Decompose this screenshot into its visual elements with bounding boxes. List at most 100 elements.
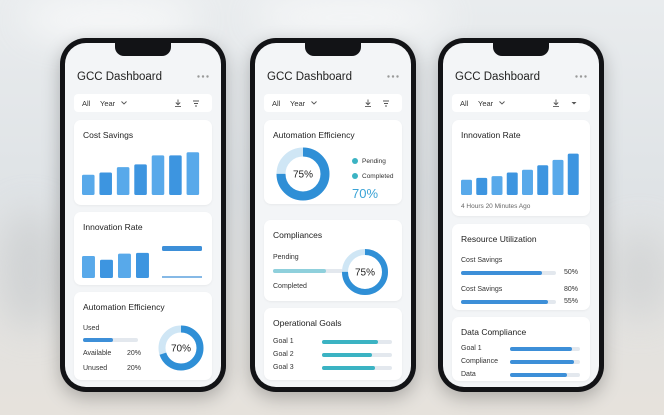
card: Data Compliance Goal 1 Compliance Data [452,317,590,381]
bg-light [250,0,450,35]
donut-arc [342,249,388,295]
donut: 75% [276,147,330,201]
goal-label: Goal 2 [273,351,294,358]
filter-all[interactable]: All [82,99,91,108]
progress-track [461,300,556,304]
bar [82,174,95,195]
card-title: Cost Savings [83,130,134,140]
phone: GCC Dashboard All Year Innovation Rate 4… [438,38,604,392]
bar [522,169,533,195]
card-title: Innovation Rate [83,222,143,232]
progress [510,347,572,351]
row-value: 55% [564,298,579,305]
row-value: 50% [564,269,579,276]
filter-all[interactable]: All [272,99,281,108]
filter-period[interactable]: Year [478,99,494,108]
progress [322,340,378,344]
download-icon[interactable] [552,99,560,107]
chevron [121,101,127,105]
row-label: Unused [83,365,108,372]
deco-lines [162,246,202,278]
donut-label: 70% [171,344,191,355]
legend-label: Completed [362,173,394,180]
filter-all[interactable]: All [460,99,469,108]
bar [506,172,518,195]
sort-icon[interactable] [192,99,200,107]
download-icon[interactable] [364,99,372,107]
donut-label: 75% [355,268,375,279]
donut-arc [158,325,204,371]
progress-track [510,360,580,364]
row-value: 20% [127,350,142,357]
bar [476,177,488,195]
progress-track [322,340,392,344]
bar [567,153,579,195]
bar [186,152,200,195]
row-label: Pending [273,254,299,261]
progress [461,271,542,275]
donut-arc [276,147,330,201]
donut-label: 75% [293,170,313,181]
dropdown-icon[interactable] [570,99,578,107]
card: Automation Efficiency 75% Pending Comple… [264,120,402,204]
menu-icon[interactable] [575,75,587,78]
row-label: Available [83,350,112,357]
row-label: Cost Savings [461,257,503,264]
goal-label: Goal 3 [273,364,294,371]
menu-icon[interactable] [387,75,399,78]
download-icon[interactable] [174,99,182,107]
progress-track [322,353,392,357]
bar [169,155,182,195]
notch [115,43,171,56]
progress [510,360,575,364]
card-title: Innovation Rate [461,130,521,140]
menu-icon[interactable] [197,75,209,78]
bg-chair [610,230,664,320]
progress [461,300,549,304]
bar [134,164,147,195]
bar [491,176,503,195]
row-label: Used [83,325,100,332]
card-title: Compliances [273,230,323,240]
card: Innovation Rate [74,212,212,285]
phone: GCC Dashboard All Year Automation Effici… [250,38,416,392]
row-label: Completed [273,283,307,290]
bar [118,253,131,278]
bar [151,155,165,195]
bar [100,259,113,278]
notch [305,43,361,56]
bg-chair [0,210,60,330]
goal-label: Compliance [461,358,498,365]
filter-bar: All Year [264,94,402,112]
bar [82,255,95,278]
bar [116,167,130,195]
row-value: 20% [127,365,142,372]
card-title: Automation Efficiency [83,302,165,312]
donut: 75% [342,249,388,295]
filter-bar: All Year [452,94,590,112]
card-title: Automation Efficiency [273,130,355,140]
sort-icon[interactable] [382,99,390,107]
progress-track [322,366,392,370]
bar [537,165,549,195]
chevron [499,101,505,105]
screen: GCC Dashboard All Year Cost Savings Inno… [65,43,221,387]
filter-bar: All Year [74,94,212,112]
donut: 70% [158,325,204,371]
bar-chart [82,152,200,195]
filter-period[interactable]: Year [290,99,306,108]
caption: 4 Hours 20 Minutes Ago [461,203,531,210]
title: GCC Dashboard [77,71,163,83]
progress-track [83,338,138,342]
highlight-value: 70% [352,186,379,201]
filter-period[interactable]: Year [100,99,116,108]
progress [83,338,114,342]
card: Cost Savings [74,120,212,205]
card: Automation Efficiency Used Available 20%… [74,292,212,380]
progress [510,373,568,377]
bar [99,172,112,195]
screen: GCC Dashboard All Year Innovation Rate 4… [443,43,599,387]
card-title: Operational Goals [273,318,342,328]
goal-label: Data [461,371,476,378]
